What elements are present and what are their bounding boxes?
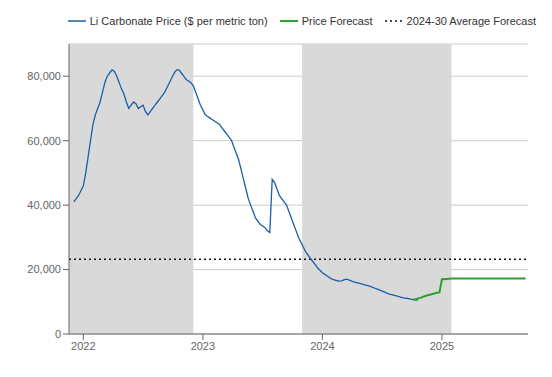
- svg-text:2022: 2022: [71, 340, 95, 352]
- svg-text:2024: 2024: [310, 340, 334, 352]
- svg-text:80,000: 80,000: [27, 70, 61, 82]
- html-text:Price Forecast: Price Forecast: [301, 15, 373, 27]
- svg-text:0: 0: [55, 328, 61, 340]
- svg-text:2023: 2023: [191, 340, 215, 352]
- svg-text:60,000: 60,000: [27, 135, 61, 147]
- html-text:Li Carbonate Price ($ per metr: Li Carbonate Price ($ per metric ton): [89, 15, 268, 27]
- svg-text:20,000: 20,000: [27, 263, 61, 275]
- html-text:2024-30 Average Forecast: 2024-30 Average Forecast: [406, 15, 536, 27]
- svg-text:40,000: 40,000: [27, 199, 61, 211]
- svg-text:2025: 2025: [430, 340, 454, 352]
